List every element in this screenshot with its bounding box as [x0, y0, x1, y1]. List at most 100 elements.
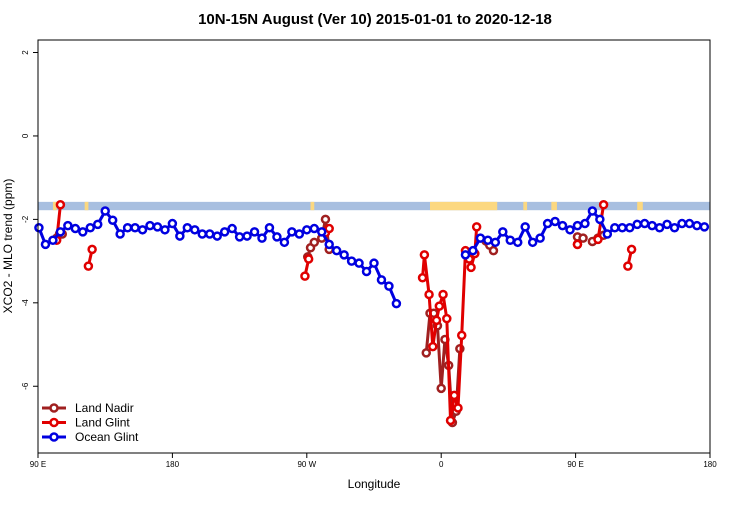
data-point — [595, 214, 605, 225]
x-tick-label: 180 — [166, 460, 180, 469]
data-point — [436, 383, 446, 394]
data-point — [578, 233, 588, 243]
data-point — [83, 261, 94, 271]
data-point — [55, 200, 66, 210]
data-point — [272, 232, 282, 242]
data-point — [249, 227, 260, 237]
x-axis-label: Longitude — [348, 477, 401, 491]
data-point — [505, 235, 516, 245]
data-point — [639, 218, 650, 229]
data-point — [324, 223, 334, 234]
data-point — [488, 245, 499, 256]
x-tick-label: 90 E — [30, 460, 46, 469]
series-ocean-glint — [34, 206, 402, 309]
data-point — [287, 227, 297, 237]
series-ocean-glint — [460, 206, 710, 260]
data-point — [434, 301, 445, 311]
data-point — [302, 225, 312, 235]
data-point — [279, 237, 290, 248]
data-point — [234, 232, 245, 242]
data-point — [598, 200, 609, 210]
land-strip-segment — [523, 201, 528, 211]
data-point — [300, 271, 310, 281]
data-point — [87, 244, 97, 255]
data-point — [421, 348, 432, 358]
data-point — [417, 273, 428, 283]
data-point — [617, 222, 628, 233]
data-point — [453, 403, 463, 413]
y-axis-label: XCO2 - MLO trend (ppm) — [1, 179, 15, 314]
data-point — [354, 258, 364, 268]
data-point — [48, 235, 58, 245]
data-point — [557, 220, 568, 231]
data-point — [369, 258, 379, 268]
land-strip-segment — [310, 201, 315, 211]
data-point — [331, 245, 342, 256]
data-point — [391, 298, 402, 309]
data-point — [167, 218, 178, 229]
legend-label: Ocean Glint — [75, 430, 139, 444]
data-point — [309, 237, 320, 248]
data-point — [190, 225, 200, 235]
data-point — [115, 229, 125, 239]
data-point — [40, 239, 51, 250]
land-strip-segment — [637, 201, 643, 211]
data-point — [320, 214, 331, 225]
x-tick-label: 90 E — [567, 460, 583, 469]
data-point — [442, 313, 452, 324]
data-point — [324, 239, 334, 250]
data-point — [610, 222, 620, 233]
data-point — [527, 237, 538, 248]
land-ocean-strip — [38, 201, 710, 211]
y-tick-label: -6 — [21, 382, 30, 390]
data-point — [204, 229, 215, 239]
data-point — [137, 225, 148, 235]
data-point — [346, 256, 357, 266]
data-point — [623, 261, 633, 271]
data-point — [339, 250, 349, 260]
data-point — [699, 222, 710, 232]
data-point — [677, 218, 687, 229]
data-point — [572, 239, 583, 250]
data-point — [219, 227, 230, 237]
series-layer — [34, 200, 710, 428]
y-axis: 2 0 -2 -4 -6 — [21, 50, 38, 390]
data-point — [361, 266, 372, 277]
data-point — [669, 222, 680, 233]
x-axis: 90 E 180 90 W 0 90 E 180 — [30, 453, 717, 469]
plot-frame — [37, 39, 711, 454]
chart-title: 10N-15N August (Ver 10) 2015-01-01 to 20… — [198, 11, 552, 28]
legend-swatch-point — [49, 432, 59, 442]
data-point — [175, 231, 185, 241]
data-point — [309, 223, 320, 234]
data-point — [212, 231, 222, 241]
legend-swatch-point — [49, 417, 59, 428]
data-point — [130, 222, 140, 233]
data-point — [445, 415, 456, 426]
data-point — [34, 222, 44, 233]
data-point — [512, 237, 523, 248]
data-point — [55, 227, 66, 237]
data-point — [520, 222, 530, 232]
data-point — [483, 235, 493, 245]
data-point — [580, 218, 590, 229]
land-strip-segment — [551, 201, 557, 211]
data-point — [626, 244, 637, 255]
land-strip-segment — [84, 201, 89, 211]
data-point — [197, 229, 208, 239]
land-strip-segment — [430, 201, 498, 211]
data-point — [78, 227, 88, 237]
data-point — [535, 233, 545, 243]
data-point — [654, 222, 665, 233]
ocean-strip — [38, 201, 710, 211]
data-point — [419, 250, 430, 260]
legend-label: Land Nadir — [75, 401, 134, 415]
series-land-glint — [51, 200, 637, 426]
data-point — [438, 289, 448, 300]
data-point — [572, 220, 583, 231]
data-point — [662, 219, 672, 230]
data-point — [303, 254, 314, 264]
data-point — [632, 219, 642, 230]
